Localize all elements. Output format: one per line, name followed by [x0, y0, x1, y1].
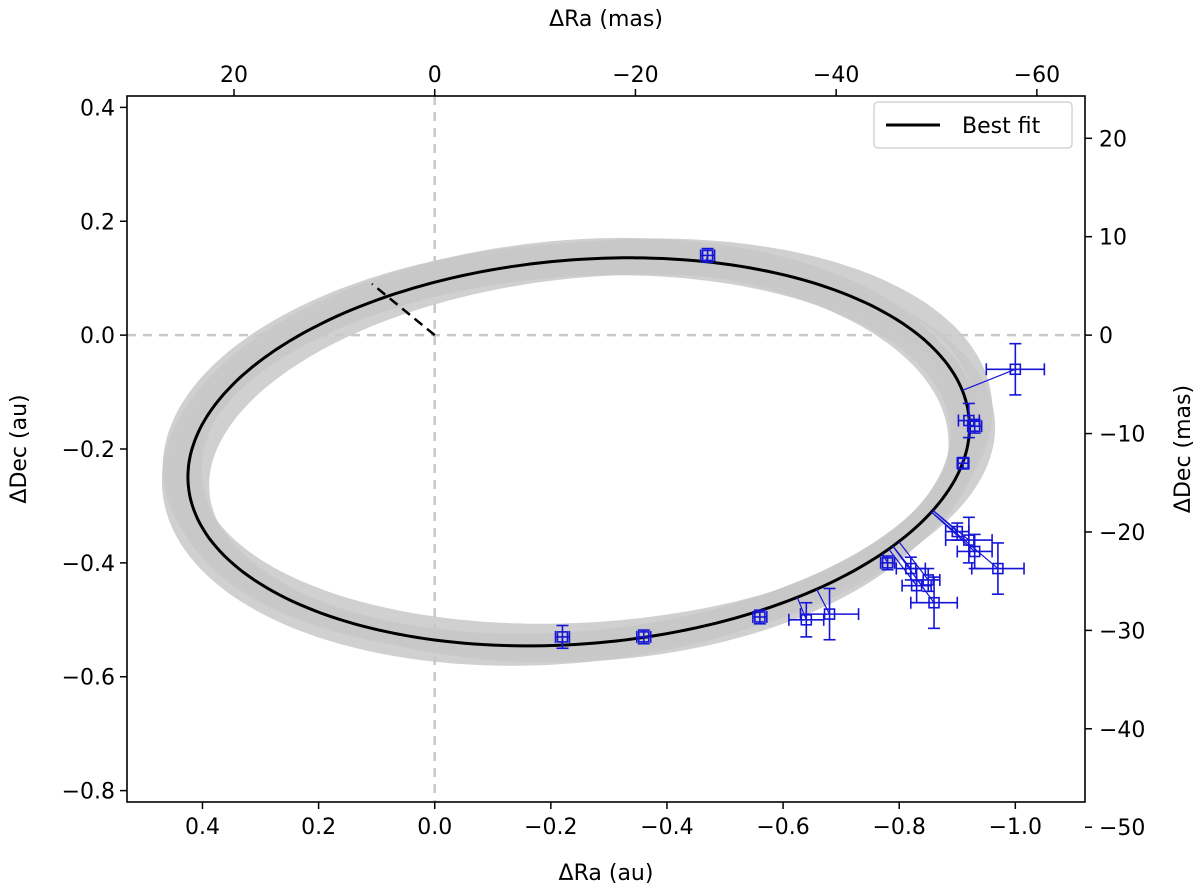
y2-tick-label: 20 [1099, 127, 1127, 152]
data-point [962, 342, 1046, 396]
data-points-layer [554, 247, 1046, 650]
residual-connector [892, 545, 935, 604]
data-marker [556, 631, 569, 643]
y2-tick-label: −40 [1099, 718, 1145, 743]
data-point [879, 553, 896, 571]
x-tick-label: −0.8 [872, 815, 925, 840]
residual-connector [962, 368, 1016, 392]
data-marker [1009, 363, 1022, 376]
x2-tick-label: 20 [220, 63, 248, 88]
residual-connector [816, 588, 831, 615]
data-point [966, 418, 983, 434]
y-tick-label: −0.4 [62, 552, 115, 577]
x2-tick-label: 0 [428, 63, 442, 88]
data-marker [992, 562, 1004, 575]
data-point [752, 609, 768, 625]
residual-connector [888, 548, 918, 587]
data-marker [910, 579, 923, 592]
y-tick-label: −0.2 [62, 438, 115, 463]
data-point [892, 545, 959, 630]
data-marker [800, 614, 813, 626]
data-marker [968, 420, 981, 433]
orbit-uncertainty-band [161, 237, 996, 666]
y-tick-label: −0.6 [62, 666, 115, 691]
data-point [554, 624, 571, 650]
x-axis-label: ΔRa (au) [559, 861, 654, 886]
x-tick-label: −0.4 [640, 815, 693, 840]
x2-axis-label: ΔRa (mas) [549, 7, 663, 32]
y2-tick-label: 10 [1099, 226, 1127, 251]
residual-connector [932, 509, 970, 541]
y2-tick-label: −30 [1099, 619, 1145, 644]
data-marker [881, 557, 894, 569]
data-marker [823, 608, 836, 620]
legend: Best fit [873, 101, 1073, 149]
x-tick-label: 0.0 [417, 815, 452, 840]
y-tick-label: 0.2 [80, 210, 115, 235]
data-point [931, 511, 993, 570]
y-tick-label: 0.0 [80, 324, 115, 349]
data-marker [957, 457, 969, 470]
data-marker [968, 545, 981, 558]
y-tick-label: −0.8 [62, 780, 115, 805]
data-point [635, 629, 652, 645]
data-point [888, 548, 932, 604]
data-point [788, 597, 825, 638]
x-tick-label: −1.0 [989, 815, 1042, 840]
node-line [371, 282, 436, 337]
x-tick-label: 0.4 [185, 815, 220, 840]
y2-tick-label: −10 [1099, 423, 1145, 448]
y-axis-label: ΔDec (au) [7, 394, 32, 503]
y2-tick-label: −20 [1099, 521, 1145, 546]
x2-tick-label: −60 [1014, 63, 1060, 88]
data-marker [928, 596, 940, 609]
y2-tick-label: −50 [1099, 816, 1145, 841]
y2-axis-label: ΔDec (mas) [1171, 385, 1196, 513]
y-tick-label: 0.4 [80, 96, 115, 121]
data-marker [637, 631, 650, 643]
residual-connector [796, 597, 807, 621]
residual-connector [898, 541, 929, 581]
data-marker [701, 249, 714, 262]
y2-tick-label: 0 [1099, 324, 1113, 349]
x2-tick-label: −40 [813, 63, 859, 88]
data-point [699, 247, 716, 264]
legend-box [873, 101, 1073, 149]
reference-lines [127, 96, 1085, 802]
x2-tick-label: −20 [612, 63, 658, 88]
data-marker [754, 611, 766, 623]
x-tick-label: 0.2 [301, 815, 336, 840]
axes: 0.4 0.2 0.0 −0.2 −0.4 −0.6 −0.8 −1.0 0.4 0.2 0.0 −0… [62, 63, 1146, 841]
legend-label-best-fit: Best fit [962, 114, 1041, 139]
residual-connector [931, 511, 976, 552]
x-tick-label: −0.2 [524, 815, 577, 840]
data-point [956, 456, 970, 470]
plot-frame [126, 95, 1086, 803]
x-tick-label: −0.6 [756, 815, 809, 840]
